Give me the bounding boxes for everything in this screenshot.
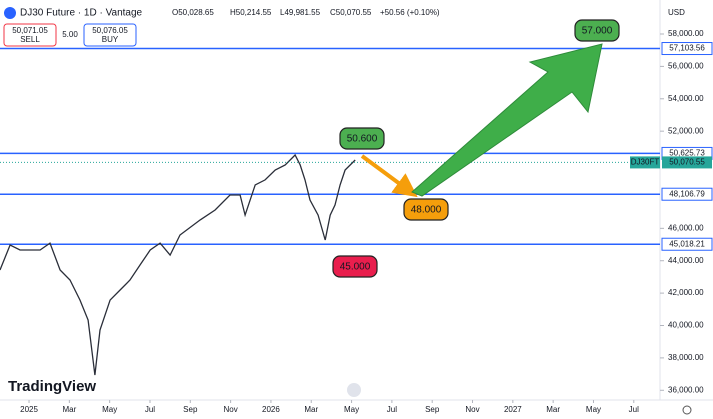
sell-price: 50,071.05 [12, 26, 48, 35]
x-tick-label: 2026 [262, 405, 280, 414]
buy-label: BUY [102, 35, 119, 44]
x-tick-label: 2025 [20, 405, 38, 414]
y-tick-label: 42,000.00 [668, 288, 704, 297]
symbol-icon [4, 7, 16, 19]
annotations: 57.000 50.600 48.000 45.000 [332, 19, 620, 278]
x-tick-label: Sep [425, 405, 440, 414]
level-tag [661, 42, 713, 56]
ohlc: L49,981.55 [280, 8, 321, 17]
x-tick-label: Mar [304, 405, 318, 414]
flag-icon [347, 383, 361, 397]
y-tick-label: 54,000.00 [668, 94, 704, 103]
x-tick-label: May [586, 405, 601, 414]
symbol: DJ30 Future · 1D · Vantage [20, 8, 143, 19]
y-tick-label: 56,000.00 [668, 62, 704, 71]
x-tick-label: Mar [546, 405, 560, 414]
annotation-text: 48.000 [411, 205, 442, 216]
annotation-text: 45.000 [340, 262, 371, 273]
level-label: 48,106.79 [669, 189, 705, 198]
arrow [360, 154, 418, 198]
x-tick-label: May [102, 405, 117, 414]
level-label: 45,018.21 [669, 239, 705, 248]
ohlc: C50,070.55 [330, 8, 372, 17]
buy-button[interactable] [83, 23, 137, 47]
y-tick-label: 44,000.00 [668, 256, 704, 265]
x-tick-label: Nov [223, 405, 237, 414]
spread: 5.00 [62, 30, 78, 39]
y-tick-label: 58,000.00 [668, 29, 704, 38]
x-tick-label: May [344, 405, 359, 414]
level-label: 57,103.56 [669, 44, 705, 53]
x-tick-label: Jul [629, 405, 639, 414]
level-label: 50,625.73 [669, 149, 705, 158]
last-price-tag [662, 156, 712, 169]
annotation-text: 50.600 [347, 134, 378, 145]
level-tag [661, 187, 713, 201]
x-tick-label: Sep [183, 405, 198, 414]
last-price-name: DJ30FT [631, 158, 660, 167]
sell-label: SELL [20, 35, 40, 44]
annotation-box [574, 19, 620, 42]
x-tick-label: Nov [465, 405, 479, 414]
y-tick-label: 38,000.00 [668, 353, 704, 362]
y-tick-label: 36,000.00 [668, 385, 704, 394]
y-tick-label: 40,000.00 [668, 321, 704, 330]
buy-price: 50,076.05 [92, 26, 128, 35]
annotation-text: 57.000 [582, 26, 613, 37]
arrow [411, 43, 603, 197]
level-tag [661, 237, 713, 251]
x-tick-label: Mar [62, 405, 76, 414]
x-tick-label: Jul [387, 405, 397, 414]
annotation-box [339, 127, 385, 150]
last-price-label: 50,070.55 [669, 158, 705, 167]
brand: TradingView [8, 378, 96, 395]
ohlc: H50,214.55 [230, 8, 272, 17]
plot [0, 33, 664, 403]
last-price-tag [630, 156, 660, 169]
y-tick-label: 52,000.00 [668, 126, 704, 135]
y-tick-label: 46,000.00 [668, 223, 704, 232]
annotation-box [332, 255, 378, 278]
price-line [0, 153, 356, 376]
settings-icon[interactable] [682, 405, 692, 415]
x-tick-label: Jul [145, 405, 155, 414]
ohlc: O50,028.65 [172, 8, 214, 17]
annotation-box [403, 198, 449, 221]
ohlc: +50.56 (+0.10%) [380, 8, 440, 17]
currency: USD [668, 8, 685, 17]
x-tick-label: 2027 [504, 405, 522, 414]
sell-button[interactable] [3, 23, 57, 47]
